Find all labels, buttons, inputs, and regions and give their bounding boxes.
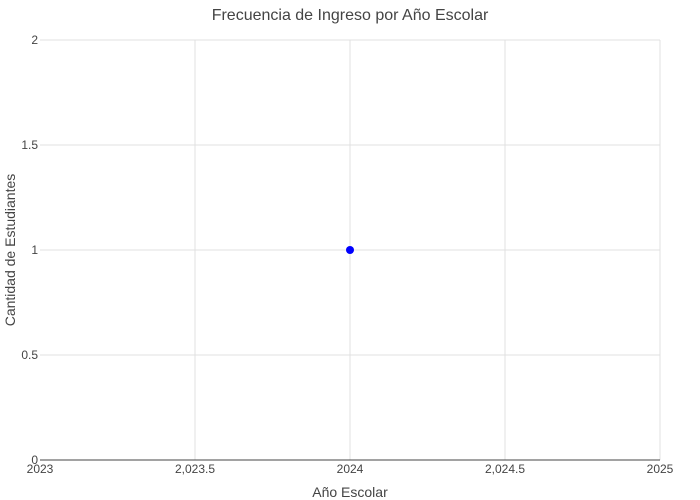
chart-title: Frecuencia de Ingreso por Año Escolar (212, 7, 489, 24)
y-axis-title: Cantidad de Estudiantes (2, 174, 18, 327)
data-points[interactable] (346, 246, 354, 254)
x-tick-label: 2024 (337, 462, 364, 476)
tick-labels: 2023 2,023.5 2024 2,024.5 2025 0 0.5 1 1.5 2 (21, 33, 673, 476)
x-tick-label: 2,023.5 (175, 462, 215, 476)
data-point[interactable] (346, 246, 354, 254)
y-tick-label: 0.5 (21, 348, 38, 362)
x-tick-label: 2023 (27, 462, 54, 476)
x-tick-label: 2,024.5 (485, 462, 525, 476)
y-tick-label: 1.5 (21, 138, 38, 152)
y-tick-label: 1 (31, 243, 38, 257)
y-tick-label: 0 (31, 453, 38, 467)
x-axis-title: Año Escolar (312, 484, 388, 500)
y-tick-label: 2 (31, 33, 38, 47)
x-tick-label: 2025 (647, 462, 674, 476)
